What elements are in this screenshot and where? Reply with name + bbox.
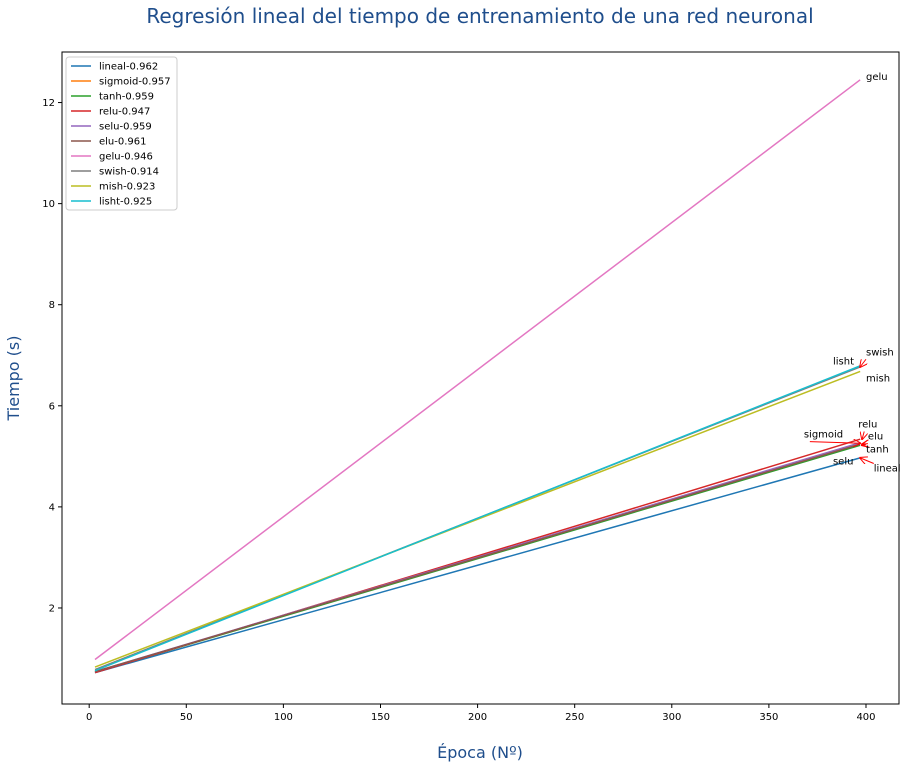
annotation-label: sigmoid bbox=[804, 430, 843, 441]
legend-label: selu-0.959 bbox=[99, 122, 152, 133]
series-line-lineal bbox=[94, 457, 861, 674]
series-line-lisht bbox=[94, 365, 861, 672]
annotation-label: relu bbox=[858, 420, 877, 431]
annotation-label: lisht bbox=[833, 356, 854, 367]
legend-label: relu-0.947 bbox=[99, 107, 150, 118]
y-tick-label: 8 bbox=[49, 300, 55, 311]
x-tick-label: 400 bbox=[856, 712, 875, 723]
legend: lineal-0.962 sigmoid-0.957 tanh-0.959 relu-… bbox=[65, 56, 178, 211]
series-line-mish bbox=[94, 370, 861, 668]
legend-label: elu-0.961 bbox=[99, 137, 147, 148]
annotation-arrow bbox=[862, 444, 866, 445]
x-tick-label: 100 bbox=[274, 712, 293, 723]
y-axis: 2 4 6 8 10 12 bbox=[42, 98, 62, 614]
annotation-label: swish bbox=[866, 347, 894, 358]
annotation-arrow bbox=[860, 458, 874, 464]
legend-label: lisht-0.925 bbox=[99, 197, 152, 208]
y-tick-label: 6 bbox=[49, 401, 55, 412]
series-line-elu bbox=[94, 443, 861, 673]
y-axis-label: Tiempo (s) bbox=[4, 335, 23, 421]
legend-label: gelu-0.946 bbox=[99, 152, 153, 163]
annotation-arrow bbox=[809, 442, 860, 444]
annotation-label: tanh bbox=[866, 444, 889, 455]
legend-box bbox=[65, 56, 178, 211]
annotation-label: selu bbox=[833, 456, 853, 467]
x-axis: 0 50 100 150 200 250 300 350 400 bbox=[86, 704, 876, 723]
x-tick-label: 50 bbox=[180, 712, 193, 723]
x-tick-label: 0 bbox=[86, 712, 92, 723]
x-tick-label: 250 bbox=[565, 712, 584, 723]
legend-label: sigmoid-0.957 bbox=[99, 77, 171, 88]
series-lines bbox=[94, 79, 861, 674]
legend-label: tanh-0.959 bbox=[99, 92, 154, 103]
legend-label: swish-0.914 bbox=[99, 167, 159, 178]
legend-label: mish-0.923 bbox=[99, 182, 155, 193]
y-tick-label: 10 bbox=[42, 199, 55, 210]
annotation-label: mish bbox=[866, 374, 890, 385]
y-tick-label: 4 bbox=[49, 502, 55, 513]
x-tick-label: 350 bbox=[759, 712, 778, 723]
x-axis-label: Época (Nº) bbox=[437, 743, 523, 762]
annotation-label: elu bbox=[868, 432, 883, 443]
series-line-gelu bbox=[94, 79, 861, 661]
annotation-arrow bbox=[862, 432, 864, 440]
y-tick-label: 2 bbox=[49, 603, 55, 614]
chart-title: Regresión lineal del tiempo de entrenami… bbox=[146, 4, 813, 28]
y-tick-label: 12 bbox=[42, 98, 55, 109]
annotation-arrow bbox=[860, 359, 866, 367]
plot-area bbox=[61, 51, 900, 705]
x-tick-label: 150 bbox=[371, 712, 390, 723]
legend-label: lineal-0.962 bbox=[99, 62, 158, 73]
plot-frame bbox=[61, 51, 900, 705]
x-tick-label: 300 bbox=[662, 712, 681, 723]
annotation-label: gelu bbox=[866, 72, 888, 83]
x-tick-label: 200 bbox=[468, 712, 487, 723]
annotation-label: lineal bbox=[874, 464, 901, 475]
